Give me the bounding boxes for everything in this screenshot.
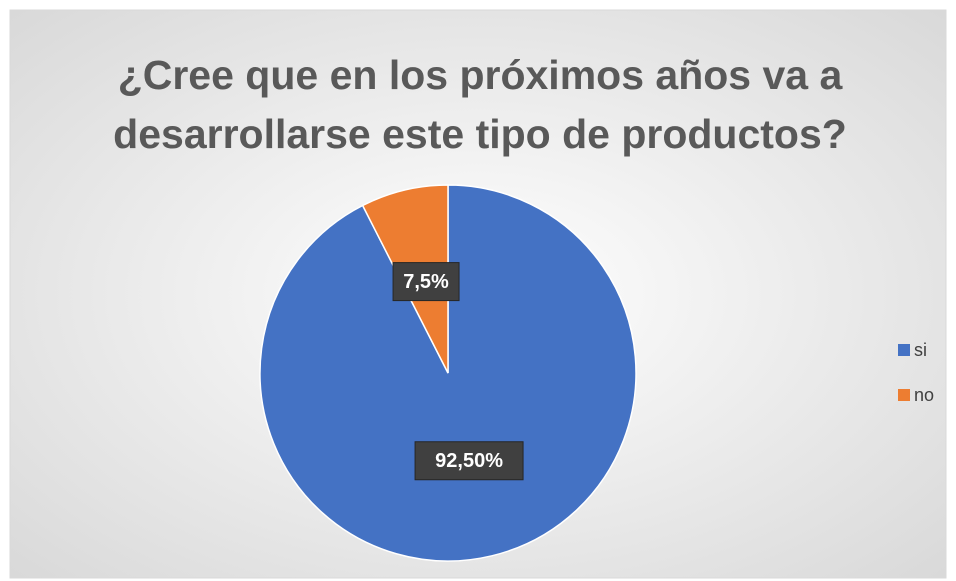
legend-swatch [898, 344, 910, 356]
chart-title: desarrollarse este tipo de productos? [113, 111, 847, 157]
data-label: 7,5% [403, 271, 449, 293]
data-label: 92,50% [435, 450, 503, 472]
data-label-box [414, 441, 524, 481]
legend-swatch [898, 389, 910, 401]
data-label-box [392, 262, 460, 302]
legend-label: no [914, 385, 934, 405]
chart-title: ¿Cree que en los próximos años va a [118, 52, 844, 98]
legend-label: si [914, 340, 927, 360]
